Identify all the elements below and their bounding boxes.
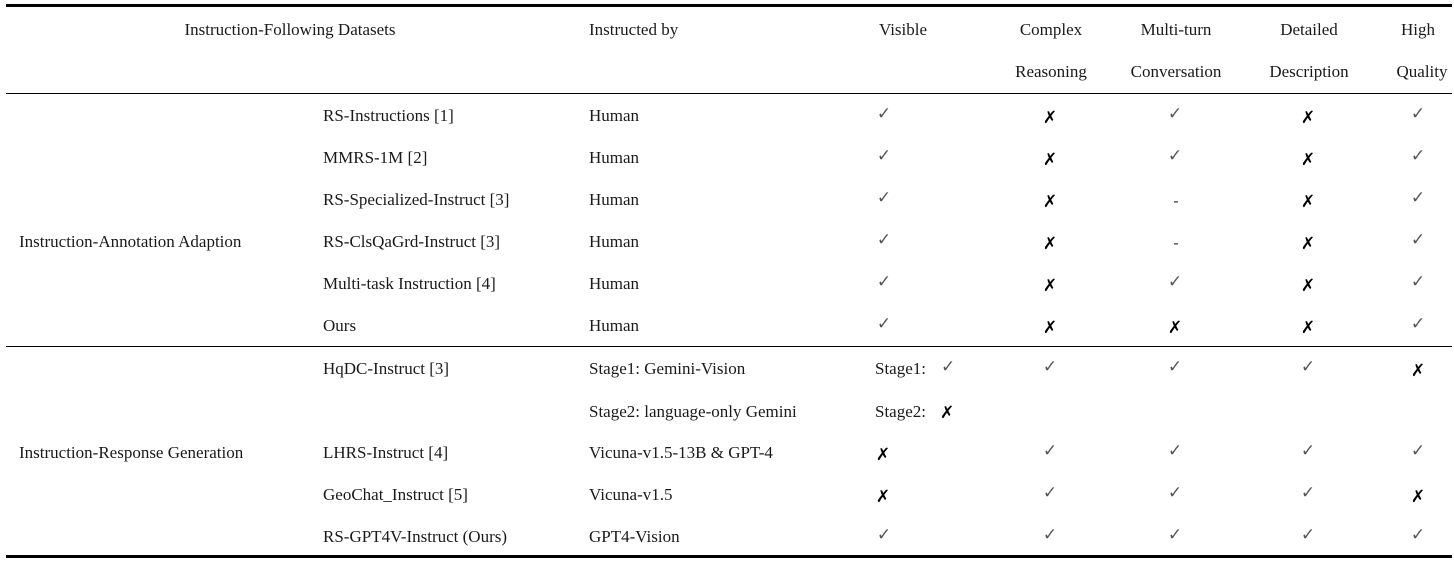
check-icon: ✓ <box>1410 441 1426 461</box>
cross-icon: ✗ <box>1167 318 1183 338</box>
instructed-by: Vicuna-v1.5-13B & GPT-4 <box>589 443 773 462</box>
dataset-name: LHRS-Instruct [4] <box>323 443 449 462</box>
dataset-name: MMRS-1M [2] <box>323 148 428 167</box>
cross-icon: ✗ <box>875 487 891 507</box>
check-icon: ✓ <box>1167 357 1183 377</box>
dataset-name: Multi-task Instruction [4] <box>323 274 496 293</box>
check-icon: ✓ <box>1167 272 1183 292</box>
header-multiturn-line1: Multi-turn <box>1140 20 1212 39</box>
instructed-by: GPT4-Vision <box>589 527 680 546</box>
bottom-rule <box>6 555 1452 558</box>
header-quality-line2: Quality <box>1396 62 1448 81</box>
cross-icon: ✗ <box>940 403 955 423</box>
visible-stage-label: Stage2: <box>875 402 926 421</box>
cross-icon: ✗ <box>1300 234 1316 254</box>
dataset-name: RS-Specialized-Instruct [3] <box>323 190 510 209</box>
check-icon: ✓ <box>1410 272 1426 292</box>
instructed-by: Human <box>589 316 640 335</box>
instructed-by: Human <box>589 190 640 209</box>
dataset-name: GeoChat_Instruct [5] <box>323 485 468 504</box>
dataset-name: RS-GPT4V-Instruct (Ours) <box>323 527 508 546</box>
cross-icon: ✗ <box>875 445 891 465</box>
group-label: Instruction-Annotation Adaption <box>19 232 242 251</box>
cross-icon: ✗ <box>1042 108 1058 128</box>
header-quality-line1: High <box>1401 20 1435 39</box>
instructed-by: Human <box>589 148 640 167</box>
check-icon: ✓ <box>1410 188 1426 208</box>
check-icon: ✓ <box>1167 104 1183 124</box>
cross-icon: ✗ <box>1300 276 1316 296</box>
instructed-by: Human <box>589 232 640 251</box>
instructed-by: Stage2: language-only Gemini <box>589 402 797 421</box>
header-detailed-line1: Detailed <box>1280 20 1338 39</box>
check-icon: ✓ <box>1167 146 1183 166</box>
check-icon: ✓ <box>1042 441 1058 461</box>
dash-mark: - <box>1173 192 1179 210</box>
header-multiturn-line2: Conversation <box>1130 62 1222 81</box>
header-detailed-line2: Description <box>1269 62 1349 81</box>
top-rule <box>6 4 1452 7</box>
header-instructed-by: Instructed by <box>589 20 679 39</box>
cross-icon: ✗ <box>1410 361 1426 381</box>
cross-icon: ✗ <box>1300 108 1316 128</box>
check-icon: ✓ <box>1300 483 1316 503</box>
dataset-name: RS-ClsQaGrd-Instruct [3] <box>323 232 501 251</box>
cross-icon: ✗ <box>1300 192 1316 212</box>
check-icon: ✓ <box>1410 104 1426 124</box>
cross-icon: ✗ <box>1410 487 1426 507</box>
instructed-by: Stage1: Gemini-Vision <box>589 359 746 378</box>
check-icon: ✓ <box>876 188 892 208</box>
header-complex-line2: Reasoning <box>1015 62 1087 81</box>
visible-stage-label: Stage1: <box>875 359 926 378</box>
cross-icon: ✗ <box>1042 318 1058 338</box>
check-icon: ✓ <box>1410 146 1426 166</box>
header-datasets: Instruction-Following Datasets <box>184 20 396 39</box>
cross-icon: ✗ <box>1042 192 1058 212</box>
cross-icon: ✗ <box>1042 150 1058 170</box>
instructed-by: Human <box>589 274 640 293</box>
cross-icon: ✗ <box>1300 318 1316 338</box>
check-icon: ✓ <box>876 272 892 292</box>
check-icon: ✓ <box>1300 525 1316 545</box>
dataset-name: RS-Instructions [1] <box>323 106 454 125</box>
dash-mark: - <box>1173 234 1179 252</box>
cross-icon: ✗ <box>1042 276 1058 296</box>
check-icon: ✓ <box>1167 525 1183 545</box>
check-icon: ✓ <box>1300 357 1316 377</box>
cross-icon: ✗ <box>1300 150 1316 170</box>
check-icon: ✓ <box>876 525 892 545</box>
header-visible: Visible <box>878 20 928 39</box>
dataset-name: Ours <box>323 316 357 335</box>
check-icon: ✓ <box>1410 314 1426 334</box>
check-icon: ✓ <box>876 104 892 124</box>
check-icon: ✓ <box>876 230 892 250</box>
dataset-name: HqDC-Instruct [3] <box>323 359 450 378</box>
check-icon: ✓ <box>1042 483 1058 503</box>
check-icon: ✓ <box>1167 441 1183 461</box>
check-icon: ✓ <box>1410 525 1426 545</box>
check-icon: ✓ <box>941 357 956 377</box>
check-icon: ✓ <box>1300 441 1316 461</box>
instructed-by: Human <box>589 106 640 125</box>
check-icon: ✓ <box>1042 525 1058 545</box>
instructed-by: Vicuna-v1.5 <box>589 485 673 504</box>
check-icon: ✓ <box>876 146 892 166</box>
header-rule <box>6 93 1452 94</box>
check-icon: ✓ <box>1167 483 1183 503</box>
group-label: Instruction-Response Generation <box>19 443 244 462</box>
cross-icon: ✗ <box>1042 234 1058 254</box>
group-rule <box>6 346 1452 347</box>
header-complex-line1: Complex <box>1019 20 1083 39</box>
check-icon: ✓ <box>876 314 892 334</box>
check-icon: ✓ <box>1410 230 1426 250</box>
check-icon: ✓ <box>1042 357 1058 377</box>
